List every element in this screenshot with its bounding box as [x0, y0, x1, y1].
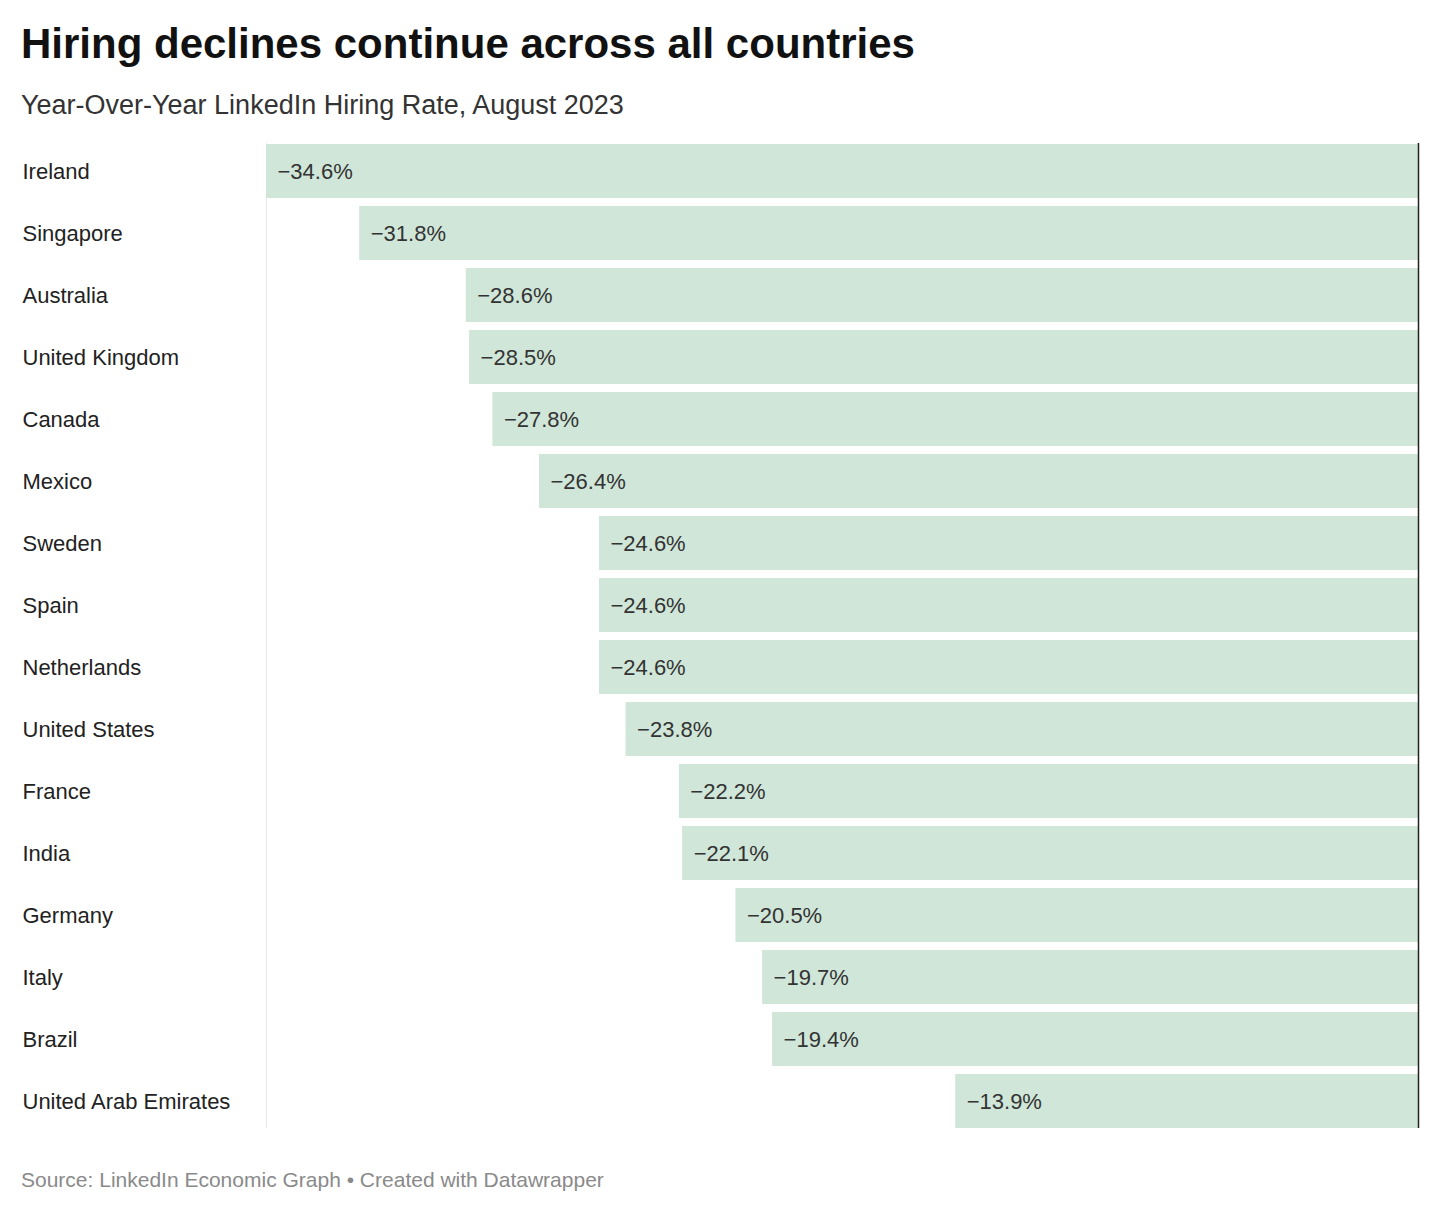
svg-text:−19.4%: −19.4% [784, 1027, 859, 1052]
svg-text:United States: United States [23, 717, 155, 742]
svg-text:−24.6%: −24.6% [610, 655, 685, 680]
svg-text:−34.6%: −34.6% [278, 159, 353, 184]
html-text:Hiring declines continue acros: Hiring declines continue across all coun… [21, 20, 915, 67]
svg-text:−24.6%: −24.6% [610, 593, 685, 618]
svg-text:−26.4%: −26.4% [551, 469, 626, 494]
svg-text:Brazil: Brazil [23, 1027, 78, 1052]
svg-text:−24.6%: −24.6% [610, 531, 685, 556]
svg-text:Canada: Canada [23, 407, 101, 432]
svg-text:United Kingdom: United Kingdom [23, 345, 180, 370]
svg-text:France: France [23, 779, 91, 804]
html-text:Source: LinkedIn Economic Grap: Source: LinkedIn Economic Graph • Create… [21, 1168, 604, 1191]
svg-text:Mexico: Mexico [23, 469, 93, 494]
svg-text:Ireland: Ireland [23, 159, 90, 184]
svg-text:−28.5%: −28.5% [481, 345, 556, 370]
svg-text:Spain: Spain [23, 593, 79, 618]
svg-text:−22.1%: −22.1% [694, 841, 769, 866]
svg-text:Netherlands: Netherlands [23, 655, 142, 680]
svg-text:−23.8%: −23.8% [637, 717, 712, 742]
svg-text:Sweden: Sweden [23, 531, 103, 556]
svg-text:−27.8%: −27.8% [504, 407, 579, 432]
svg-text:Italy: Italy [23, 965, 63, 990]
svg-text:Germany: Germany [23, 903, 113, 928]
svg-text:Australia: Australia [23, 283, 109, 308]
svg-text:India: India [23, 841, 71, 866]
svg-text:−20.5%: −20.5% [747, 903, 822, 928]
svg-text:Singapore: Singapore [23, 221, 123, 246]
svg-text:−22.2%: −22.2% [690, 779, 765, 804]
svg-text:−28.6%: −28.6% [477, 283, 552, 308]
html-text:Year-Over-Year LinkedIn Hiring: Year-Over-Year LinkedIn Hiring Rate, Aug… [21, 90, 624, 120]
svg-text:−31.8%: −31.8% [371, 221, 446, 246]
svg-text:United Arab Emirates: United Arab Emirates [23, 1089, 231, 1114]
svg-text:−13.9%: −13.9% [967, 1089, 1042, 1114]
svg-text:−19.7%: −19.7% [774, 965, 849, 990]
